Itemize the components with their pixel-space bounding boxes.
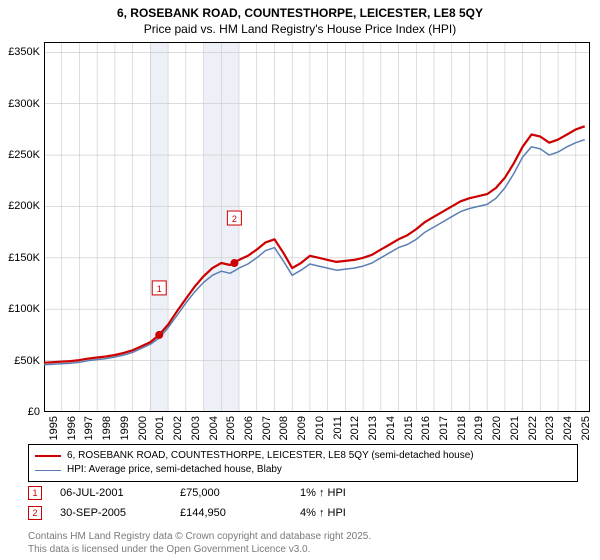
x-tick-label: 2000 <box>137 416 149 440</box>
sale-price-1: £75,000 <box>180 487 300 499</box>
x-tick-label: 2009 <box>296 416 308 440</box>
legend: 6, ROSEBANK ROAD, COUNTESTHORPE, LEICEST… <box>28 444 578 482</box>
sale-date-1: 06-JUL-2001 <box>60 487 180 499</box>
x-tick-label: 1999 <box>119 416 131 440</box>
y-tick-label: £50K <box>0 355 40 367</box>
y-tick-label: £0 <box>0 406 40 418</box>
x-tick-label: 1995 <box>48 416 60 440</box>
x-tick-label: 2010 <box>314 416 326 440</box>
sale-price-2: £144,950 <box>180 507 300 519</box>
svg-text:2: 2 <box>232 214 237 224</box>
sale-row-1: 1 06-JUL-2001 £75,000 1% ↑ HPI <box>28 486 578 500</box>
legend-swatch-property <box>35 455 61 457</box>
x-tick-label: 2017 <box>438 416 450 440</box>
legend-label-hpi: HPI: Average price, semi-detached house,… <box>67 463 282 477</box>
x-tick-label: 2013 <box>367 416 379 440</box>
x-tick-label: 2021 <box>509 416 521 440</box>
sale-row-2: 2 30-SEP-2005 £144,950 4% ↑ HPI <box>28 506 578 520</box>
sale-marker-1-badge: 1 <box>28 486 42 500</box>
y-tick-label: £250K <box>0 149 40 161</box>
x-tick-label: 2018 <box>456 416 468 440</box>
sale-marker-2-id: 2 <box>32 508 37 518</box>
x-tick-label: 2004 <box>208 416 220 440</box>
x-tick-label: 2008 <box>278 416 290 440</box>
x-tick-label: 2023 <box>544 416 556 440</box>
x-tick-label: 2016 <box>420 416 432 440</box>
x-tick-label: 2020 <box>491 416 503 440</box>
svg-text:1: 1 <box>157 284 162 294</box>
x-tick-label: 2019 <box>473 416 485 440</box>
x-tick-label: 2002 <box>172 416 184 440</box>
chart-title-line1: 6, ROSEBANK ROAD, COUNTESTHORPE, LEICEST… <box>0 0 600 22</box>
legend-swatch-hpi <box>35 470 61 471</box>
plot-area: 12 <box>44 42 590 412</box>
x-tick-label: 2001 <box>154 416 166 440</box>
x-tick-label: 2025 <box>580 416 592 440</box>
sale-delta-2: 4% ↑ HPI <box>300 507 420 519</box>
y-tick-label: £350K <box>0 46 40 58</box>
legend-row-hpi: HPI: Average price, semi-detached house,… <box>35 463 571 477</box>
x-tick-label: 2011 <box>332 416 344 440</box>
sale-date-2: 30-SEP-2005 <box>60 507 180 519</box>
footer-line2: This data is licensed under the Open Gov… <box>28 543 371 556</box>
x-tick-label: 1997 <box>83 416 95 440</box>
x-tick-label: 1998 <box>101 416 113 440</box>
chart-plot-wrap: £0£50K£100K£150K£200K£250K£300K£350K 12 … <box>44 42 590 412</box>
sale-marker-1-id: 1 <box>32 488 37 498</box>
chart-svg: 12 <box>44 42 590 412</box>
footer-line1: Contains HM Land Registry data © Crown c… <box>28 530 371 543</box>
x-tick-label: 2005 <box>225 416 237 440</box>
y-tick-label: £200K <box>0 200 40 212</box>
footer: Contains HM Land Registry data © Crown c… <box>28 530 371 556</box>
legend-label-property: 6, ROSEBANK ROAD, COUNTESTHORPE, LEICEST… <box>67 449 474 463</box>
x-tick-label: 2007 <box>261 416 273 440</box>
sale-delta-1: 1% ↑ HPI <box>300 487 420 499</box>
x-tick-label: 2014 <box>385 416 397 440</box>
y-tick-label: £100K <box>0 303 40 315</box>
x-tick-label: 2003 <box>190 416 202 440</box>
x-tick-label: 2006 <box>243 416 255 440</box>
x-tick-label: 2024 <box>562 416 574 440</box>
chart-title-line2: Price paid vs. HM Land Registry's House … <box>0 22 600 40</box>
y-tick-label: £150K <box>0 252 40 264</box>
x-tick-label: 2022 <box>527 416 539 440</box>
sale-marker-2-badge: 2 <box>28 506 42 520</box>
x-tick-label: 1996 <box>66 416 78 440</box>
legend-row-property: 6, ROSEBANK ROAD, COUNTESTHORPE, LEICEST… <box>35 449 571 463</box>
chart-container: 6, ROSEBANK ROAD, COUNTESTHORPE, LEICEST… <box>0 0 600 560</box>
x-tick-label: 2015 <box>403 416 415 440</box>
x-tick-label: 2012 <box>349 416 361 440</box>
y-tick-label: £300K <box>0 98 40 110</box>
